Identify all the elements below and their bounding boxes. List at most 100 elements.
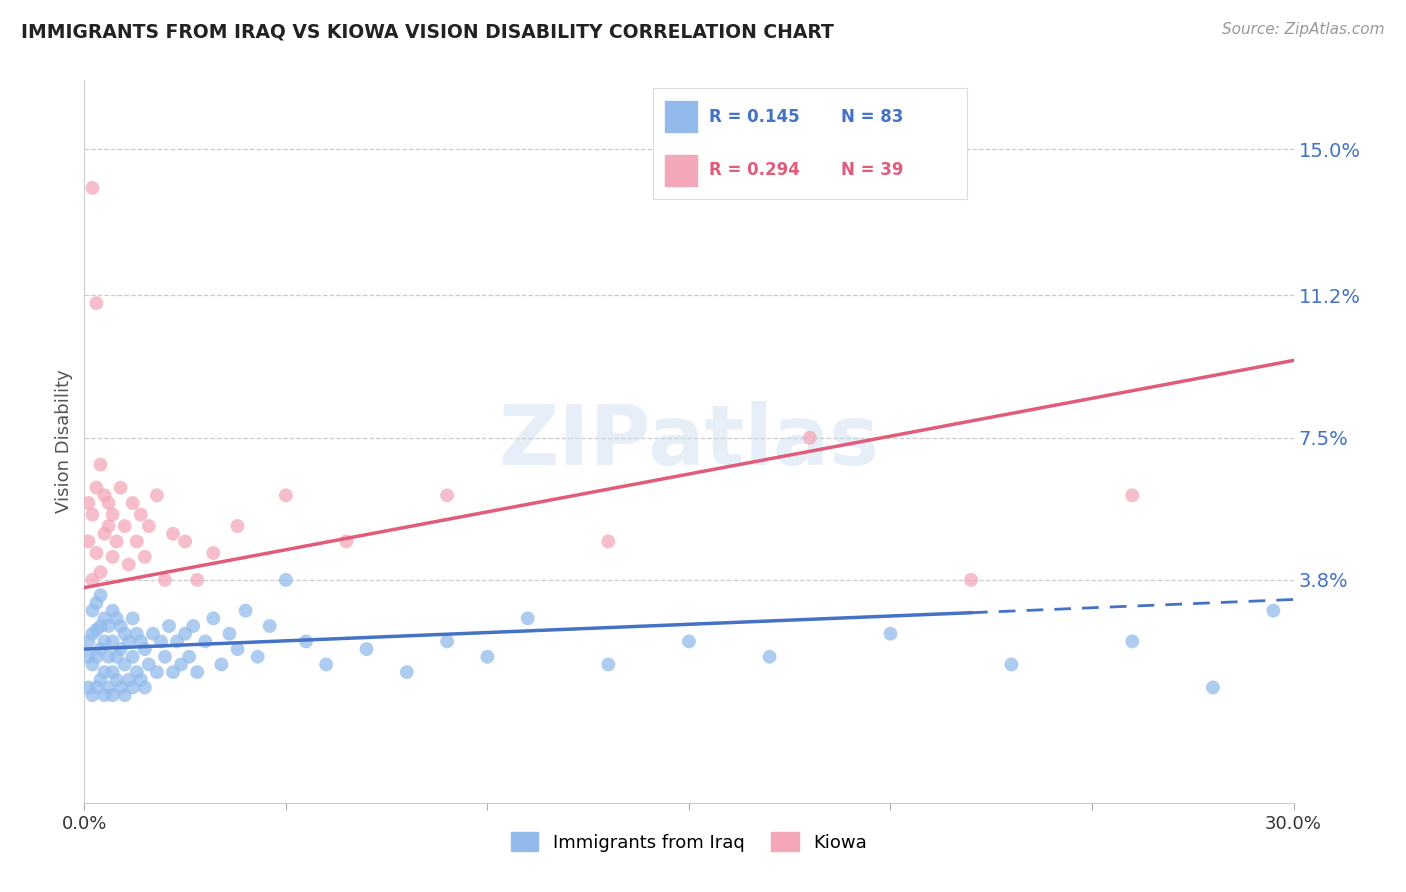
Point <box>101 508 124 522</box>
Point <box>129 508 152 522</box>
Point <box>598 534 620 549</box>
Point <box>93 526 115 541</box>
Point <box>77 634 100 648</box>
Point <box>142 626 165 640</box>
Point <box>678 634 700 648</box>
Point <box>101 665 124 680</box>
Point <box>105 534 128 549</box>
Point <box>82 181 104 195</box>
Point <box>89 619 111 633</box>
Point <box>162 526 184 541</box>
Point <box>82 508 104 522</box>
Point <box>89 673 111 687</box>
Point <box>218 626 240 640</box>
Point <box>129 673 152 687</box>
Point <box>395 665 418 680</box>
Point <box>97 681 120 695</box>
Point <box>77 681 100 695</box>
Point <box>89 642 111 657</box>
Point <box>93 688 115 702</box>
Point <box>101 604 124 618</box>
Point <box>209 657 232 672</box>
Point <box>121 496 143 510</box>
Point <box>125 665 148 680</box>
Point <box>125 626 148 640</box>
Point <box>82 657 104 672</box>
Point <box>105 611 128 625</box>
Point <box>598 657 620 672</box>
Point <box>86 546 108 560</box>
Point <box>149 634 172 648</box>
Point <box>86 481 108 495</box>
Point <box>129 634 152 648</box>
Point <box>436 488 458 502</box>
Point <box>89 565 111 579</box>
Point <box>97 649 120 664</box>
Point <box>110 619 132 633</box>
Point <box>114 688 136 702</box>
Point <box>1121 488 1143 502</box>
Point <box>179 649 201 664</box>
Point <box>82 604 104 618</box>
Point <box>1263 604 1285 618</box>
Point <box>97 619 120 633</box>
Legend: Immigrants from Iraq, Kiowa: Immigrants from Iraq, Kiowa <box>503 825 875 859</box>
Text: ZIPatlas: ZIPatlas <box>499 401 879 482</box>
Point <box>758 649 780 664</box>
Point <box>138 519 160 533</box>
Point <box>356 642 378 657</box>
Point <box>315 657 337 672</box>
Point <box>93 488 115 502</box>
Point <box>134 681 156 695</box>
Point <box>101 549 124 564</box>
Point <box>77 649 100 664</box>
Point <box>157 619 180 633</box>
Point <box>477 649 499 664</box>
Point <box>121 611 143 625</box>
Point <box>246 649 269 664</box>
Point <box>879 626 901 640</box>
Point <box>89 458 111 472</box>
Point <box>114 519 136 533</box>
Point <box>77 496 100 510</box>
Point <box>110 681 132 695</box>
Point <box>170 657 193 672</box>
Point <box>121 649 143 664</box>
Point <box>82 573 104 587</box>
Point <box>134 642 156 657</box>
Point <box>274 573 297 587</box>
Point <box>186 665 208 680</box>
Point <box>86 596 108 610</box>
Point <box>226 642 249 657</box>
Point <box>138 657 160 672</box>
Point <box>1121 634 1143 648</box>
Point <box>114 626 136 640</box>
Point <box>153 573 176 587</box>
Point <box>181 619 204 633</box>
Text: IMMIGRANTS FROM IRAQ VS KIOWA VISION DISABILITY CORRELATION CHART: IMMIGRANTS FROM IRAQ VS KIOWA VISION DIS… <box>21 22 834 41</box>
Point <box>86 296 108 310</box>
Point <box>93 634 115 648</box>
Point <box>162 665 184 680</box>
Point <box>97 496 120 510</box>
Point <box>86 681 108 695</box>
Point <box>202 546 225 560</box>
Point <box>118 634 141 648</box>
Point <box>194 634 217 648</box>
Point <box>235 604 257 618</box>
Point <box>86 649 108 664</box>
Point <box>186 573 208 587</box>
Point <box>166 634 188 648</box>
Point <box>77 534 100 549</box>
Point <box>516 611 538 625</box>
Point <box>146 665 169 680</box>
Point <box>82 626 104 640</box>
Point <box>960 573 983 587</box>
Point <box>335 534 357 549</box>
Point <box>226 519 249 533</box>
Point <box>101 688 124 702</box>
Point <box>118 558 141 572</box>
Point <box>114 657 136 672</box>
Point <box>153 649 176 664</box>
Point <box>93 611 115 625</box>
